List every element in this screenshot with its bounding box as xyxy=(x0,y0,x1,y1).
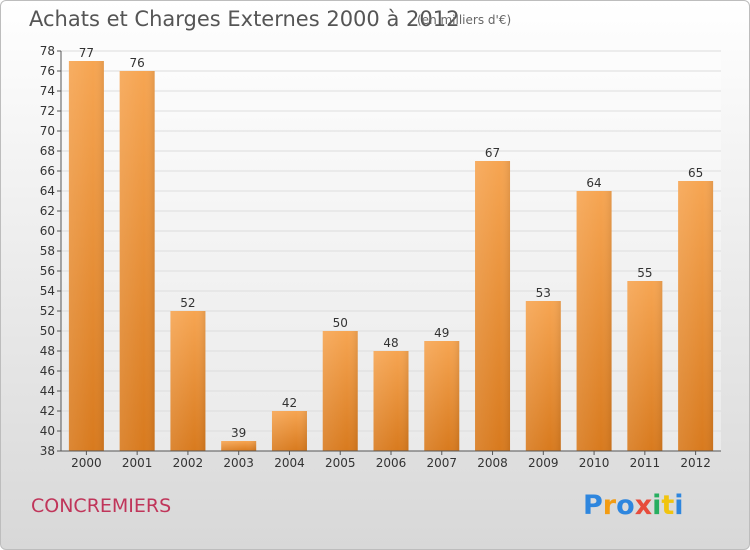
y-tick-label: 78 xyxy=(40,44,55,58)
data-label: 76 xyxy=(130,56,145,70)
y-tick-label: 74 xyxy=(40,84,55,98)
x-tick-label: 2009 xyxy=(528,456,559,470)
y-tick-label: 60 xyxy=(40,224,55,238)
y-tick-label: 46 xyxy=(40,364,55,378)
commune-name: CONCREMIERS xyxy=(31,495,172,517)
data-label: 55 xyxy=(637,266,652,280)
logo-letter: o xyxy=(616,490,635,521)
logo-letter: i xyxy=(674,490,684,521)
bar-shading xyxy=(221,441,257,451)
y-tick-label: 68 xyxy=(40,144,55,158)
y-tick-label: 48 xyxy=(40,344,55,358)
data-label: 77 xyxy=(79,46,94,60)
logo-letter: P xyxy=(583,490,603,521)
chart-subtitle: (en milliers d'€) xyxy=(417,13,512,27)
logo-letter: r xyxy=(602,490,617,521)
data-labels: 77 76 52 39 42 50 48 49 67 53 64 55 65 xyxy=(79,46,704,440)
x-tick-label: 2003 xyxy=(223,456,254,470)
data-label: 67 xyxy=(485,146,500,160)
data-label: 50 xyxy=(333,316,348,330)
y-tick-label: 58 xyxy=(40,244,55,258)
bar-shading xyxy=(119,71,155,451)
data-label: 64 xyxy=(586,176,601,190)
x-tick-label: 2012 xyxy=(680,456,711,470)
bar-shading xyxy=(322,331,358,451)
y-tick-label: 50 xyxy=(40,324,55,338)
y-tick-label: 64 xyxy=(40,184,55,198)
x-tick-label: 2001 xyxy=(122,456,153,470)
bar-shading xyxy=(271,411,307,451)
y-tick-label: 70 xyxy=(40,124,55,138)
x-tick-label: 2010 xyxy=(579,456,610,470)
y-tick-label: 54 xyxy=(40,284,55,298)
x-tick-label: 2011 xyxy=(630,456,661,470)
y-tick-label: 62 xyxy=(40,204,55,218)
y-tick-label: 44 xyxy=(40,384,55,398)
logo-letter: i xyxy=(652,490,662,521)
data-label: 42 xyxy=(282,396,297,410)
x-tick-label: 2000 xyxy=(71,456,102,470)
y-tick-label: 40 xyxy=(40,424,55,438)
data-label: 53 xyxy=(536,286,551,300)
y-tick-label: 38 xyxy=(40,444,55,458)
bar-shading xyxy=(627,281,663,451)
y-tick-label: 56 xyxy=(40,264,55,278)
bar-shading xyxy=(170,311,206,451)
x-tick-label: 2002 xyxy=(173,456,204,470)
proxiti-logo: Proxiti xyxy=(583,490,684,521)
logo-letter: t xyxy=(661,490,675,521)
y-tick-label: 42 xyxy=(40,404,55,418)
y-tick-label: 72 xyxy=(40,104,55,118)
axes: 38 40 42 44 46 48 50 52 54 56 58 60 62 64 66 68 70 72 74 76… xyxy=(40,44,721,470)
data-label: 39 xyxy=(231,426,246,440)
data-label: 48 xyxy=(383,336,398,350)
x-tick-label: 2007 xyxy=(426,456,457,470)
data-label: 65 xyxy=(688,166,703,180)
bar-shading xyxy=(373,351,409,451)
bar-shading xyxy=(576,191,612,451)
data-label: 49 xyxy=(434,326,449,340)
x-tick-label: 2005 xyxy=(325,456,356,470)
data-label: 52 xyxy=(180,296,195,310)
bar-shading xyxy=(678,181,714,451)
y-tick-label: 66 xyxy=(40,164,55,178)
chart-title: Achats et Charges Externes 2000 à 2012 xyxy=(29,7,460,31)
bar-shading xyxy=(525,301,561,451)
bar-shading xyxy=(475,161,511,451)
bar-shading xyxy=(68,61,104,451)
bars xyxy=(68,61,714,451)
x-tick-label: 2004 xyxy=(274,456,305,470)
logo-letter: x xyxy=(634,490,653,521)
bar-shading xyxy=(424,341,460,451)
x-tick-label: 2008 xyxy=(477,456,508,470)
x-tick-label: 2006 xyxy=(376,456,407,470)
y-tick-label: 52 xyxy=(40,304,55,318)
y-tick-label: 76 xyxy=(40,64,55,78)
